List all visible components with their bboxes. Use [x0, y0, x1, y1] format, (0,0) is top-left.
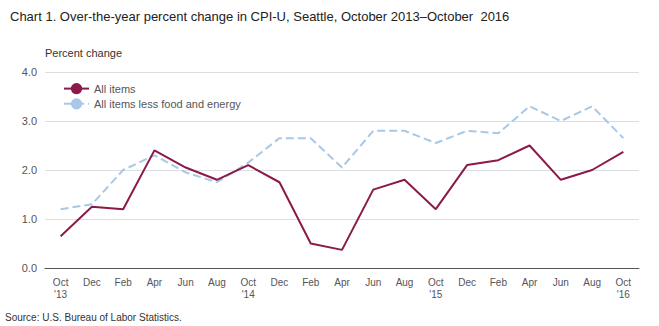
svg-text:'16: '16	[617, 289, 630, 300]
svg-text:Percent change: Percent change	[45, 47, 122, 59]
svg-text:3.0: 3.0	[22, 115, 37, 127]
svg-text:'15: '15	[429, 289, 442, 300]
svg-text:Source: U.S. Bureau of Labor S: Source: U.S. Bureau of Labor Statistics.	[5, 312, 182, 323]
svg-text:2.0: 2.0	[22, 164, 37, 176]
svg-text:Oct: Oct	[53, 277, 69, 288]
svg-text:Apr: Apr	[522, 277, 538, 288]
svg-text:Apr: Apr	[334, 277, 350, 288]
svg-text:Oct: Oct	[616, 277, 632, 288]
svg-text:'13: '13	[54, 289, 67, 300]
svg-text:Apr: Apr	[147, 277, 163, 288]
svg-text:Jun: Jun	[553, 277, 569, 288]
svg-text:All items less food and energy: All items less food and energy	[94, 98, 241, 110]
svg-text:'14: '14	[242, 289, 255, 300]
svg-text:Dec: Dec	[271, 277, 289, 288]
svg-text:Dec: Dec	[83, 277, 101, 288]
svg-text:1.0: 1.0	[22, 213, 37, 225]
svg-text:Jun: Jun	[178, 277, 194, 288]
svg-text:Oct: Oct	[428, 277, 444, 288]
svg-text:All items: All items	[94, 83, 136, 95]
svg-text:4.0: 4.0	[22, 66, 37, 78]
svg-text:Aug: Aug	[583, 277, 601, 288]
svg-text:0.0: 0.0	[22, 262, 37, 274]
svg-text:Aug: Aug	[396, 277, 414, 288]
svg-text:Chart 1. Over-the-year percent: Chart 1. Over-the-year percent change in…	[10, 9, 509, 24]
svg-text:Feb: Feb	[490, 277, 508, 288]
svg-text:Dec: Dec	[458, 277, 476, 288]
svg-text:Feb: Feb	[302, 277, 320, 288]
svg-text:Jun: Jun	[365, 277, 381, 288]
svg-text:Feb: Feb	[115, 277, 133, 288]
svg-text:Oct: Oct	[240, 277, 256, 288]
svg-text:Aug: Aug	[208, 277, 226, 288]
